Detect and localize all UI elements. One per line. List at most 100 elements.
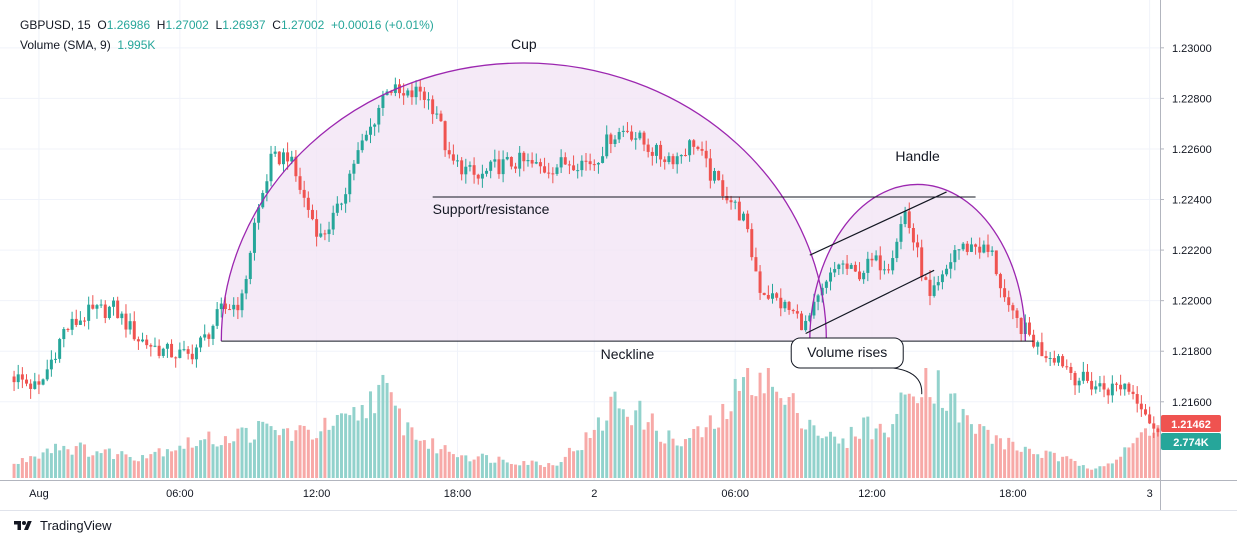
volume-bar [402, 435, 406, 478]
candle-body [903, 211, 907, 225]
volume-bar [182, 448, 186, 478]
volume-bar [936, 370, 940, 478]
channel-upper [809, 191, 947, 256]
candle-body [1036, 342, 1040, 347]
candle-body [29, 383, 33, 389]
volume-bar [136, 461, 140, 478]
candle-body [965, 243, 969, 252]
volume-bar [451, 454, 455, 478]
volume-bar [319, 431, 323, 478]
volume-bar [621, 409, 625, 478]
candle-body [87, 304, 91, 321]
volume-bar [501, 459, 505, 478]
volume-bar [294, 430, 298, 478]
candle-body [986, 244, 990, 252]
candle-body [25, 379, 28, 384]
volume-bar [493, 462, 497, 478]
volume-bars [12, 368, 1160, 478]
candle-body [882, 269, 886, 271]
candle-body [679, 155, 683, 157]
volume-bar [447, 451, 451, 478]
candle-body [294, 156, 298, 177]
candle-body [808, 315, 812, 321]
volume-bar [862, 417, 866, 478]
volume-bar [25, 462, 28, 478]
volume-bar [1139, 432, 1143, 478]
volume-bar [609, 396, 613, 478]
support-label: Support/resistance [433, 201, 550, 217]
candle-body [1056, 356, 1060, 363]
volume-bar [265, 423, 269, 478]
volume-bar [845, 447, 849, 478]
candle-body [584, 160, 588, 162]
brand-footer[interactable]: TradingView [12, 518, 112, 533]
high-label: H [156, 18, 166, 32]
volume-bar [269, 426, 273, 478]
volume-bar [1156, 425, 1160, 478]
candle-body [489, 161, 493, 171]
x-tick-label: 18:00 [999, 488, 1027, 500]
volume-bar [663, 443, 667, 478]
candle-body [70, 318, 74, 330]
volume-bar [530, 460, 534, 478]
candle-body [845, 263, 849, 269]
volume-bar [435, 453, 439, 478]
volume-bar [957, 422, 961, 478]
candle-body [642, 132, 646, 145]
volume-bar [281, 428, 285, 478]
candle-body [58, 339, 62, 359]
candle-body [667, 156, 671, 163]
candle-body [319, 233, 323, 237]
candle-body [613, 139, 617, 145]
annotation-labels: Cup Handle Support/resistance Neckline Volum… [433, 36, 940, 395]
volume-bar [940, 407, 944, 478]
candle-body [1003, 288, 1007, 298]
volume-bar [339, 413, 343, 478]
annotation-lines [220, 62, 1034, 342]
candle-body [352, 163, 356, 174]
y-tick-label: 1.21600 [1172, 397, 1212, 409]
volume-bar [406, 422, 410, 478]
volume-bar [306, 429, 310, 478]
volume-bar [261, 421, 265, 478]
candle-body [273, 151, 277, 154]
volume-bar [211, 444, 215, 478]
candle-body [373, 124, 377, 127]
candle-body [551, 173, 555, 175]
volume-bar [978, 424, 982, 478]
candle-body [186, 349, 190, 354]
candle-body [128, 321, 132, 330]
candle-body [555, 167, 559, 174]
volume-bar [771, 386, 774, 478]
volume-bar [812, 425, 816, 478]
volume-bar [1114, 459, 1118, 478]
volume-bar [576, 450, 580, 478]
volume-bar [787, 397, 791, 478]
candle-body [654, 144, 658, 156]
volume-bar [489, 462, 493, 478]
candle-body [924, 277, 928, 280]
volume-bar [1061, 456, 1065, 478]
candle-body [858, 271, 862, 280]
candle-body [327, 229, 331, 235]
volume-rises-label: Volume rises [807, 344, 887, 360]
volume-bar [795, 413, 799, 478]
y-tick-label: 1.22600 [1172, 144, 1212, 156]
volume-bar [721, 403, 725, 478]
volume-bar [679, 446, 683, 478]
candle-body [447, 150, 451, 155]
volume-value: 1.995K [117, 38, 156, 52]
volume-bar [153, 451, 157, 478]
volume-bar [779, 398, 783, 478]
volume-bar [750, 395, 754, 478]
neckline-label: Neckline [601, 346, 655, 362]
candle-body [223, 303, 227, 310]
volume-bar [323, 417, 327, 478]
volume-bar [1090, 469, 1094, 478]
candle-body [750, 229, 754, 258]
candle-body [281, 152, 285, 165]
volume-bar [712, 428, 716, 478]
candle-body [733, 201, 737, 203]
candle-body [364, 134, 368, 141]
candle-body [829, 272, 833, 282]
